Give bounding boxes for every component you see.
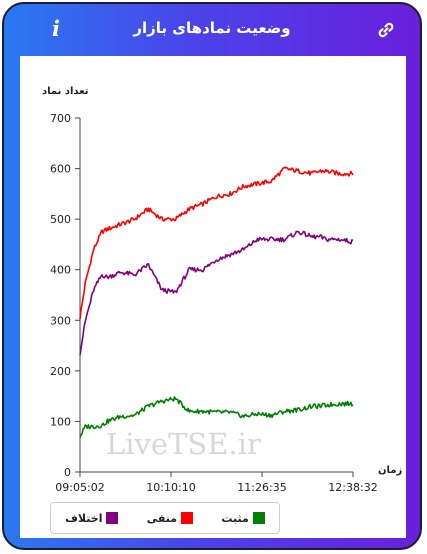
x-tick-label: 09:05:02 bbox=[55, 481, 104, 494]
chart-legend: مثبت منفی اختلاف bbox=[50, 502, 280, 534]
y-tick-label: 200 bbox=[50, 365, 71, 378]
legend-label-difference: اختلاف bbox=[65, 511, 103, 525]
legend-item-difference[interactable]: اختلاف bbox=[65, 511, 119, 525]
chart-axes bbox=[79, 118, 353, 473]
info-icon[interactable]: i bbox=[52, 16, 60, 41]
series-line-2 bbox=[79, 396, 354, 438]
market-symbols-chart: LiveTSE.ir تعداد نماد زمان 0 100 200 300 400… bbox=[42, 86, 402, 494]
x-tick-label: 10:10:10 bbox=[146, 481, 195, 494]
legend-swatch-positive bbox=[252, 512, 265, 524]
series-line-1 bbox=[79, 230, 354, 356]
legend-swatch-negative bbox=[181, 512, 194, 524]
chart-series bbox=[79, 166, 354, 438]
watermark-text: LiveTSE.ir bbox=[106, 427, 261, 461]
widget-header: i وضعیت نمادهای بازار bbox=[4, 4, 420, 56]
y-tick-label: 500 bbox=[50, 213, 71, 226]
y-tick-label: 300 bbox=[50, 314, 71, 327]
y-tick-label: 0 bbox=[64, 466, 71, 479]
x-tick-label: 11:26:35 bbox=[237, 481, 286, 494]
y-tick-label: 700 bbox=[50, 112, 71, 125]
y-tick-label: 100 bbox=[50, 415, 71, 428]
legend-label-negative: منفی bbox=[146, 511, 178, 525]
legend-item-negative[interactable]: منفی bbox=[146, 511, 194, 525]
x-axis-label: زمان bbox=[378, 465, 402, 476]
legend-label-positive: مثبت bbox=[221, 511, 249, 525]
widget-title: وضعیت نمادهای بازار bbox=[133, 19, 291, 37]
legend-swatch-difference bbox=[106, 512, 119, 524]
x-tick-label: 12:38:32 bbox=[328, 481, 377, 494]
y-tick-label: 600 bbox=[50, 163, 71, 176]
legend-item-positive[interactable]: مثبت bbox=[221, 511, 265, 525]
series-line-0 bbox=[79, 166, 354, 320]
y-axis-label: تعداد نماد bbox=[42, 86, 89, 97]
widget-frame: i وضعیت نمادهای بازار LiveTSE.ir تعداد ن… bbox=[2, 2, 422, 550]
chart-panel: LiveTSE.ir تعداد نماد زمان 0 100 200 300 400… bbox=[20, 56, 406, 538]
chart-ticks: 0 100 200 300 400 500 600 700 09:05:02 10:10:10 11… bbox=[50, 112, 378, 494]
y-tick-label: 400 bbox=[50, 264, 71, 277]
link-icon[interactable] bbox=[376, 20, 396, 40]
